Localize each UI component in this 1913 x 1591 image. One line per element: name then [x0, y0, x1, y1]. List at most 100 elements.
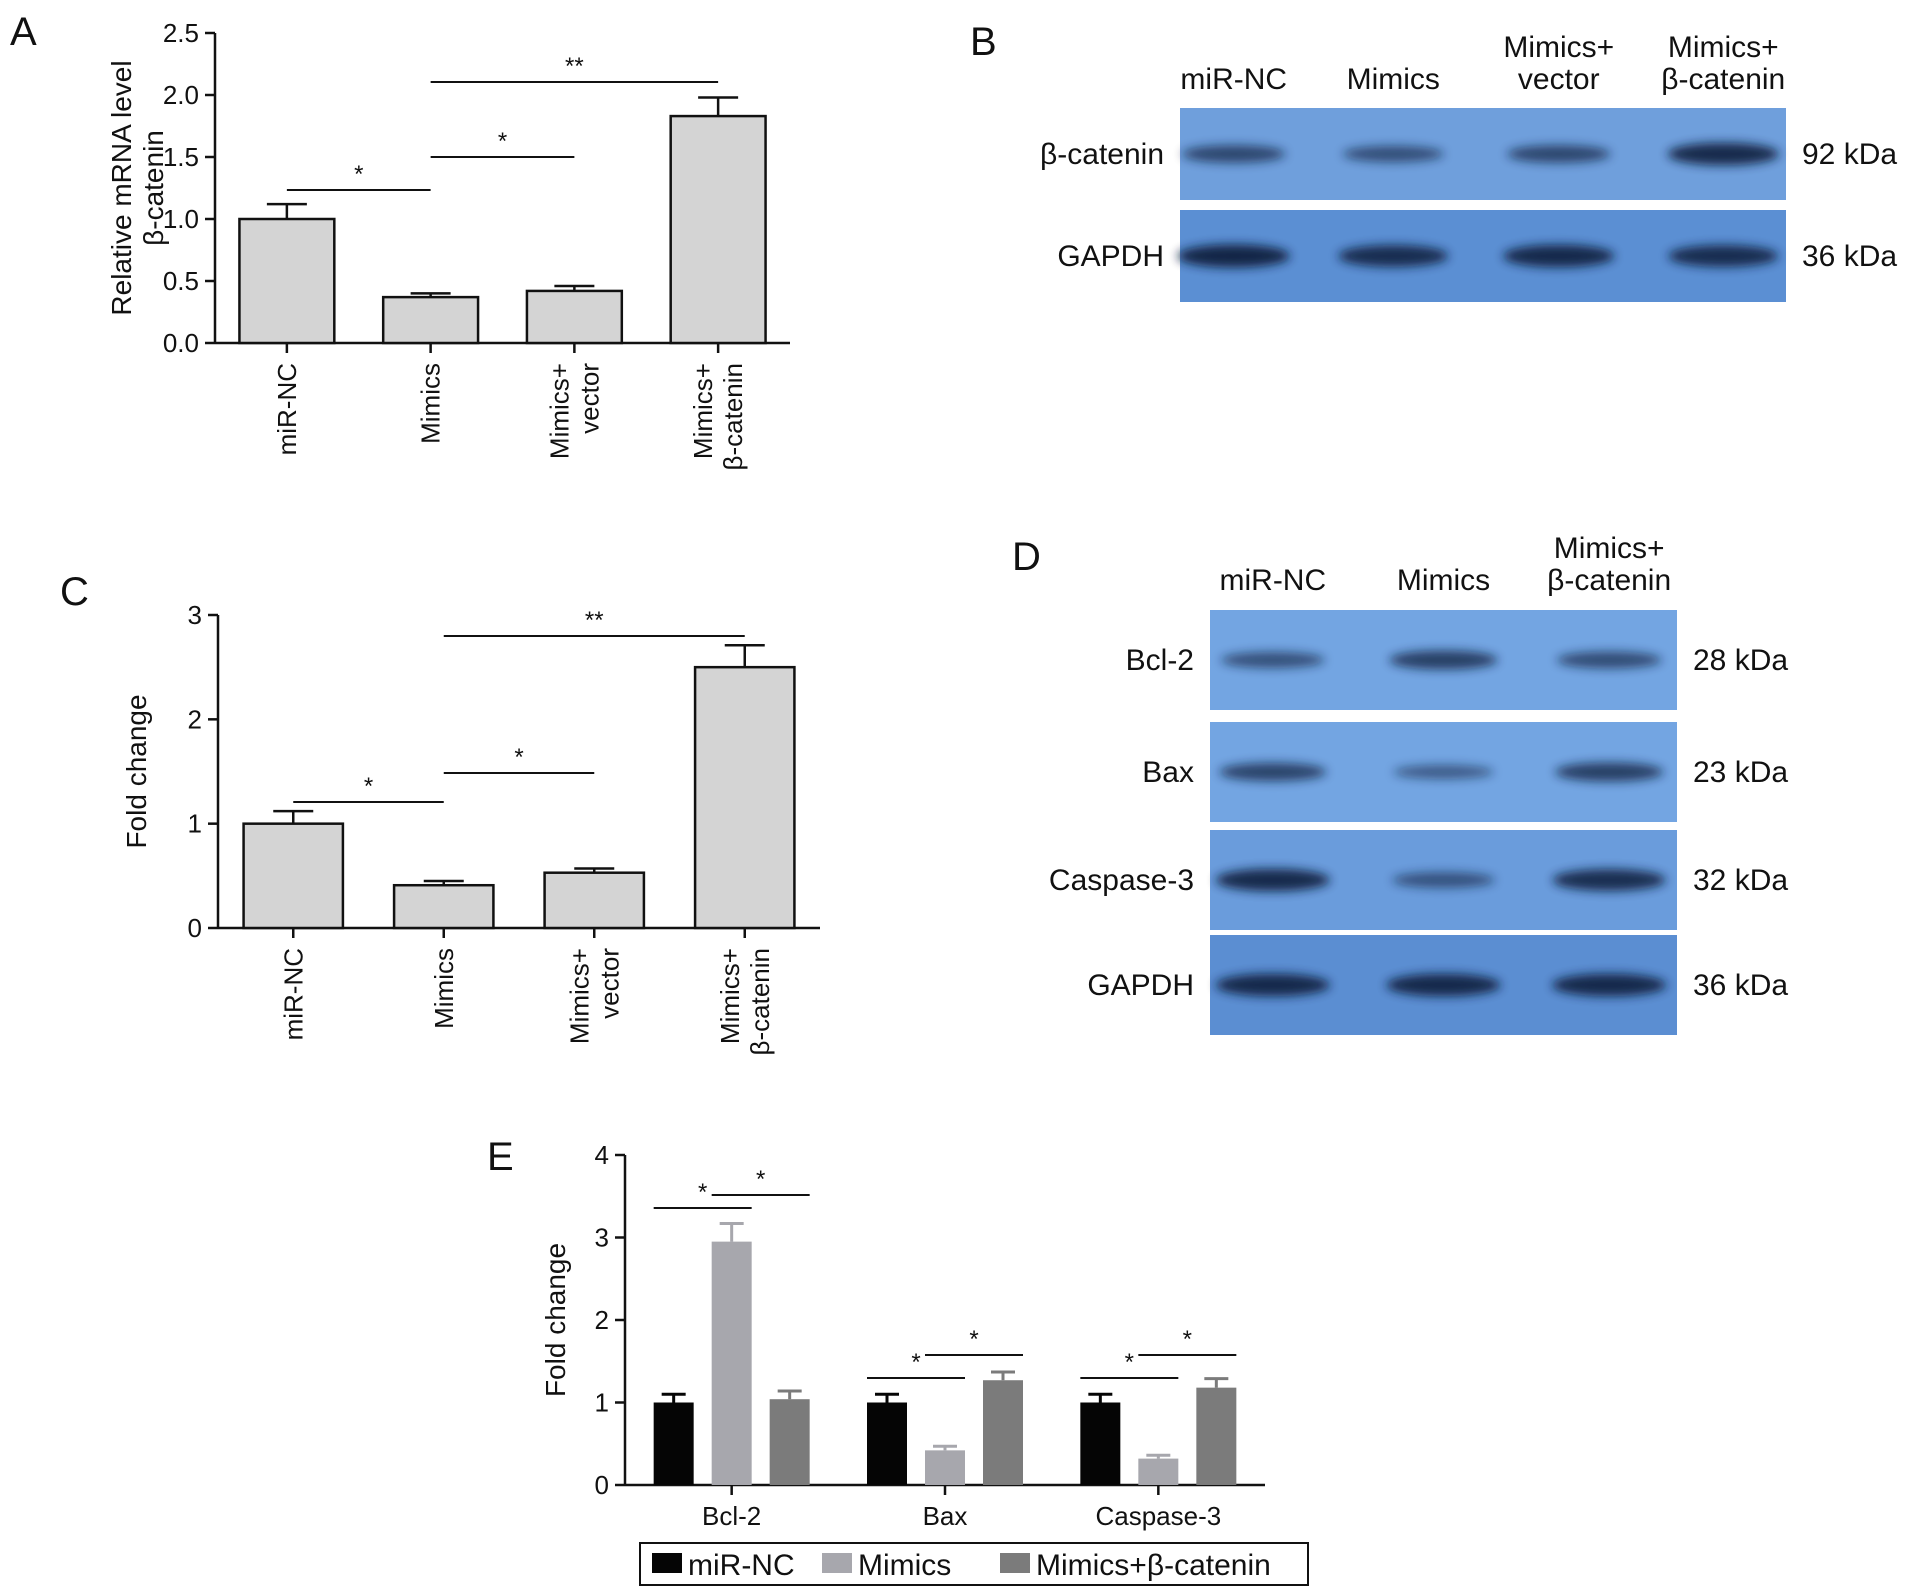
legend-swatch	[822, 1553, 852, 1573]
panel-letter-d: D	[1012, 535, 1041, 579]
x-tick-label-line: miR-NC	[272, 363, 302, 455]
blot-lane-label: Mimics+ vector	[1503, 31, 1614, 96]
blot-band	[1389, 650, 1498, 670]
blot-row-label: Bcl-2	[1126, 644, 1194, 677]
blot-band	[1503, 244, 1615, 268]
blot-lane-label: miR-NC	[1220, 564, 1327, 597]
blot-lane-label-line: vector	[1518, 63, 1600, 96]
blot-band	[1215, 973, 1331, 997]
blot-band	[1338, 245, 1449, 267]
bar	[238, 217, 336, 345]
y-tick-label: 2.5	[163, 18, 199, 48]
bar	[1196, 1387, 1237, 1485]
y-tick-label: 1	[595, 1388, 609, 1418]
bar	[1080, 1402, 1121, 1485]
blot-lane-label: Mimics	[1347, 63, 1440, 96]
significance-star: *	[756, 1166, 765, 1193]
bar	[693, 665, 796, 930]
x-tick-label: miR-NC	[278, 948, 308, 1040]
bar	[1138, 1458, 1179, 1485]
y-tick-label: 1	[188, 809, 202, 839]
legend-label: Mimics	[858, 1549, 951, 1582]
blot-lane-label-line: Mimics	[1347, 63, 1440, 96]
legend-label: miR-NC	[688, 1549, 795, 1582]
significance-star: *	[514, 744, 523, 771]
significance-star: *	[498, 128, 507, 155]
blot-lane-label-line: miR-NC	[1180, 63, 1287, 96]
bar	[543, 871, 646, 930]
blot-lane-label-line: Mimics+	[1503, 31, 1614, 64]
y-axis-title-line: Fold change	[121, 694, 152, 848]
x-tick-label-line: β-catenin	[718, 363, 748, 470]
blot-band	[1215, 868, 1331, 892]
significance-star: **	[585, 607, 604, 634]
blot-row-label: β-catenin	[1040, 138, 1164, 171]
x-tick-label: Mimics+vector	[564, 948, 624, 1044]
blot-band	[1556, 651, 1662, 669]
bar	[525, 289, 624, 345]
y-axis-title: Fold change	[540, 1243, 571, 1397]
blot-row-label: GAPDH	[1057, 240, 1164, 273]
blot-lane-label-line: β-catenin	[1547, 564, 1671, 597]
y-tick-label: 0	[595, 1470, 609, 1500]
x-tick-label-line: β-catenin	[745, 948, 775, 1055]
significance-star: *	[698, 1179, 707, 1206]
bar	[242, 822, 345, 930]
blot-kda-label: 36 kDa	[1693, 969, 1788, 1002]
y-axis-title: Relative mRNA levelβ-catenin	[106, 60, 169, 315]
bar	[392, 883, 495, 930]
x-tick-label-line: Mimics	[416, 363, 446, 444]
blot-lane-label-line: Mimics+	[1668, 31, 1779, 64]
blot-lane-label: Mimics+ β-catenin	[1547, 532, 1671, 597]
blot-band	[1552, 869, 1666, 891]
x-tick-label-line: miR-NC	[278, 948, 308, 1040]
x-tick-label-line: Mimics	[429, 948, 459, 1029]
blot-lane-label-line: miR-NC	[1220, 564, 1327, 597]
x-tick-label: Bcl-2	[702, 1501, 761, 1531]
x-tick-label: Mimics+vector	[544, 363, 604, 459]
bar	[925, 1450, 965, 1485]
legend: miR-NC Mimics Mimics+β-catenin	[639, 1542, 1309, 1586]
x-tick-label-line: vector	[574, 363, 604, 434]
legend-label: Mimics+β-catenin	[1036, 1549, 1271, 1582]
significance-star: *	[1183, 1326, 1192, 1353]
blot-band	[1177, 244, 1290, 268]
blot-lane-label-line: β-catenin	[1661, 63, 1785, 96]
y-tick-label: 3	[595, 1223, 609, 1253]
blot-band	[1386, 973, 1501, 997]
blot-kda-label: 32 kDa	[1693, 864, 1788, 897]
bar	[711, 1241, 752, 1485]
y-tick-label: 1.5	[163, 142, 199, 172]
x-tick-label-line: Mimics+	[544, 363, 574, 459]
blot-row-label: GAPDH	[1087, 969, 1194, 1002]
blot-lane-label: miR-NC	[1180, 63, 1287, 96]
y-axis-title: Fold change	[121, 694, 152, 848]
y-tick-label: 0.0	[163, 328, 199, 358]
y-axis-title-line: β-catenin	[138, 130, 169, 246]
y-tick-label: 3	[188, 600, 202, 630]
x-tick-label: Mimics	[429, 948, 459, 1029]
blot-kda-label: 92 kDa	[1802, 138, 1897, 171]
blot-lane-label: Mimics	[1397, 564, 1490, 597]
blot-d: miR-NC Mimics Mimics+ β-catenin Bcl-2 28 kDa B…	[1049, 532, 1788, 1035]
blot-band	[1342, 145, 1444, 163]
blot-band	[1392, 872, 1495, 888]
significance-star: *	[969, 1326, 978, 1353]
y-axis-title-line: Relative mRNA level	[106, 60, 137, 315]
blot-lane-label-line: Mimics+	[1554, 532, 1665, 565]
x-tick-label: Mimics+β-catenin	[688, 363, 748, 470]
panel-letter-a: A	[10, 10, 37, 54]
significance-star: *	[364, 773, 373, 800]
blot-band	[1551, 973, 1667, 997]
x-tick-label-line: Mimics+	[564, 948, 594, 1044]
panel-letter-c: C	[60, 570, 89, 614]
significance-star: **	[565, 53, 584, 80]
x-tick-label: Mimics+β-catenin	[715, 948, 775, 1055]
bar	[381, 295, 480, 345]
blot-kda-label: 36 kDa	[1802, 240, 1897, 273]
blot-band	[1182, 145, 1286, 163]
blot-kda-label: 23 kDa	[1693, 756, 1788, 789]
